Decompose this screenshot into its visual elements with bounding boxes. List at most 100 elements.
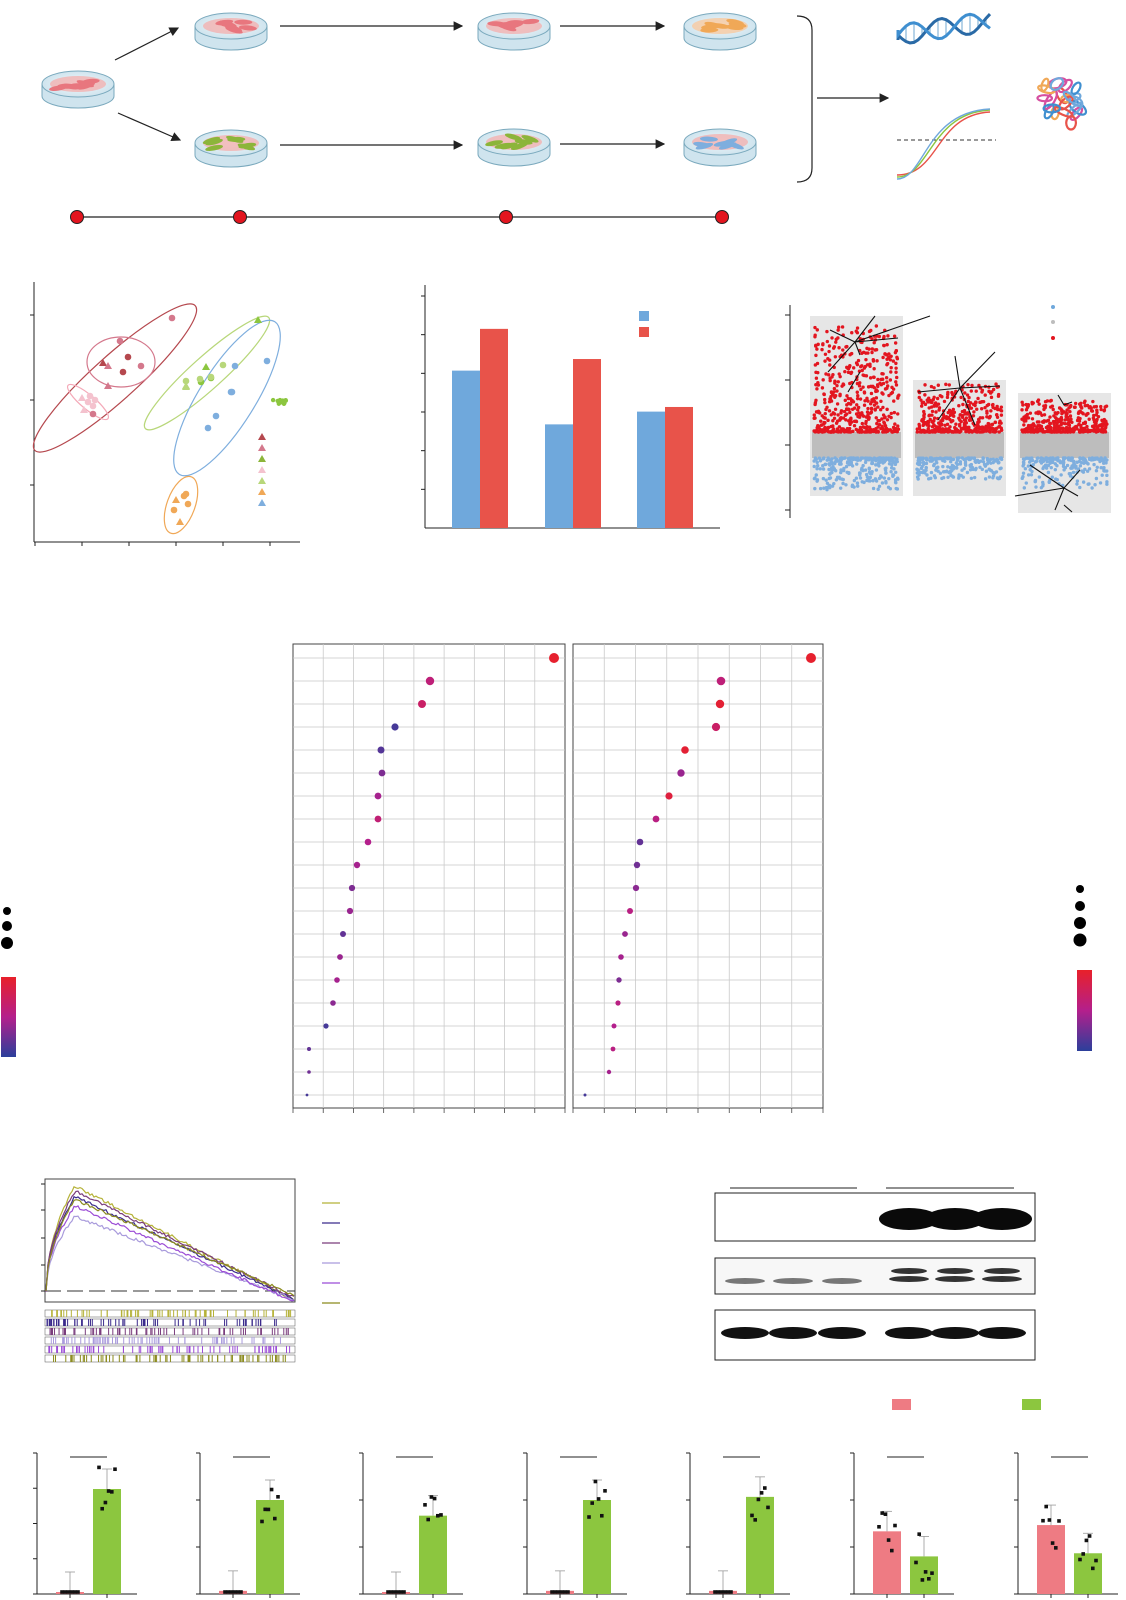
data-point	[273, 1516, 277, 1521]
bar-chart-1	[33, 1452, 137, 1598]
timeline	[70, 210, 729, 224]
blot-band	[935, 1276, 975, 1282]
dot-distribution-panel	[785, 305, 1111, 518]
bar-chart-6	[850, 1452, 954, 1598]
enrichment-dot	[378, 769, 386, 777]
data-point	[1050, 1541, 1055, 1545]
qpcr-bar-charts	[33, 1399, 1118, 1598]
enrichment-dot	[549, 653, 559, 663]
enrichment-dot	[346, 907, 354, 915]
bar	[1037, 1525, 1065, 1594]
data-point	[880, 1511, 884, 1515]
data-point	[566, 1590, 570, 1594]
bar	[583, 1500, 611, 1594]
pca-scatter-panel	[30, 282, 300, 546]
data-point	[436, 1513, 440, 1518]
enrichment-dot	[711, 722, 721, 732]
pca-legend-marker	[258, 499, 266, 506]
data-point	[76, 1590, 80, 1594]
data-point	[266, 1507, 271, 1512]
blot-band	[885, 1327, 933, 1339]
enrichment-dot	[665, 792, 673, 800]
data-point	[759, 1491, 764, 1495]
data-point	[1078, 1557, 1082, 1562]
enrichment-dot	[633, 861, 641, 869]
enrichment-dot	[627, 908, 633, 914]
data-point	[722, 1590, 727, 1594]
data-point	[756, 1497, 761, 1502]
bar	[419, 1515, 447, 1594]
enrichment-dot	[377, 746, 385, 754]
data-point	[63, 1590, 67, 1594]
pca-point	[227, 388, 235, 396]
data-point	[587, 1515, 591, 1519]
petri-dish-icon	[477, 12, 551, 51]
data-point	[726, 1590, 730, 1594]
data-point	[1054, 1546, 1058, 1550]
data-point	[559, 1590, 564, 1594]
pca-point	[116, 337, 124, 345]
bar-chart-panel	[421, 285, 720, 529]
data-point	[763, 1486, 767, 1490]
data-point	[930, 1571, 934, 1575]
enrichment-dot	[632, 884, 640, 892]
bar-chart-4	[523, 1452, 627, 1598]
pca-legend-marker	[258, 433, 266, 440]
pca-point	[168, 314, 176, 322]
enrichment-dot	[340, 931, 346, 937]
blot-band	[721, 1327, 769, 1339]
pca-point	[207, 373, 215, 381]
enrichment-dot	[307, 1070, 311, 1074]
pca-legend-marker	[258, 488, 266, 495]
gsea-panel	[41, 1178, 340, 1363]
blot-band	[978, 1327, 1026, 1339]
bar-chart-2	[196, 1452, 300, 1598]
enrichment-dot	[681, 746, 689, 754]
enrichment-dot	[622, 931, 628, 937]
data-point	[1094, 1558, 1098, 1563]
pca-point	[182, 382, 190, 389]
data-point	[593, 1479, 598, 1484]
pca-point	[104, 362, 112, 369]
data-point	[886, 1538, 891, 1542]
colorbar-left	[1, 977, 16, 1057]
blot-band	[889, 1276, 929, 1282]
western-blot-panel	[714, 1187, 1036, 1361]
data-point	[753, 1518, 757, 1522]
data-point	[914, 1560, 918, 1565]
pca-legend-marker	[258, 477, 266, 484]
enrichment-dot	[716, 676, 726, 686]
petri-dish-icon	[194, 129, 268, 168]
enrichment-dot	[323, 1023, 329, 1029]
pca-point	[263, 357, 271, 365]
data-point	[395, 1590, 400, 1594]
data-point	[600, 1513, 604, 1518]
pca-point	[219, 361, 227, 369]
enrichment-dot	[583, 1093, 587, 1097]
data-point	[260, 1519, 264, 1524]
data-point	[276, 1495, 280, 1499]
bar	[573, 359, 601, 528]
blot-band	[822, 1278, 862, 1284]
blot-band	[773, 1278, 813, 1284]
data-point	[269, 1487, 274, 1492]
enrichment-dot	[615, 1000, 621, 1006]
enrichment-dot	[610, 1046, 616, 1052]
gsea-curve	[45, 1190, 295, 1297]
blot-band	[984, 1268, 1020, 1274]
data-point	[877, 1524, 881, 1529]
pca-point	[86, 392, 94, 400]
data-point	[927, 1577, 931, 1581]
pca-point	[182, 377, 190, 385]
pca-point	[91, 396, 99, 404]
data-point	[263, 1507, 267, 1512]
enrichment-dot	[606, 1069, 612, 1075]
data-point	[1047, 1518, 1052, 1522]
pca-point	[184, 500, 192, 508]
enrichment-dot	[806, 653, 816, 663]
data-point	[439, 1513, 443, 1517]
data-point	[236, 1590, 240, 1594]
data-point	[890, 1548, 894, 1553]
melting-curve-icon	[896, 108, 996, 180]
bar	[93, 1489, 121, 1594]
